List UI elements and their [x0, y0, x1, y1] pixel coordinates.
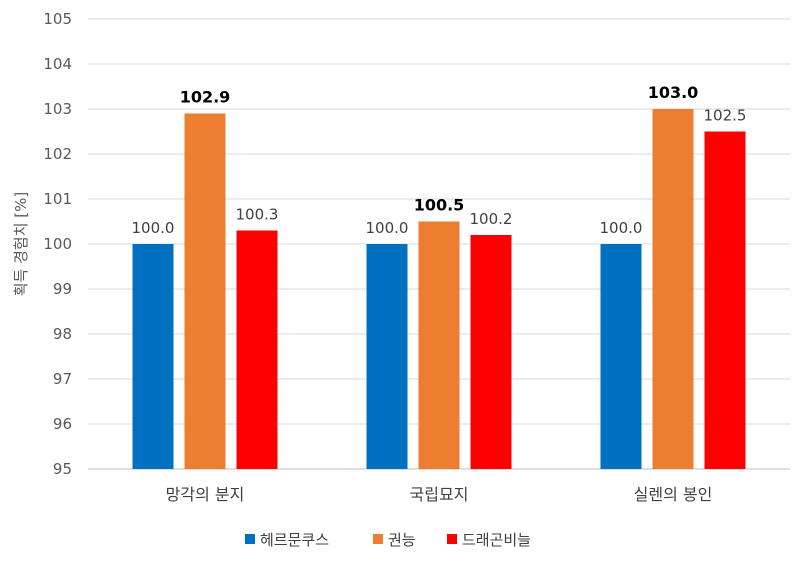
- bar: [184, 113, 226, 469]
- y-tick-label: 98: [53, 325, 72, 343]
- data-label: 100.2: [470, 210, 513, 228]
- y-tick-label: 96: [53, 415, 72, 433]
- y-tick-label: 104: [43, 55, 72, 73]
- legend-label: 드래곤비늘: [462, 531, 531, 549]
- bar: [652, 109, 694, 469]
- x-category-label: 국립묘지: [410, 485, 469, 504]
- bar: [600, 244, 642, 469]
- y-tick-label: 100: [43, 235, 72, 253]
- legend-swatch: [245, 534, 255, 544]
- y-axis-ticks: 95 96 97 98 99 100 101 102 103 104 105: [43, 10, 72, 478]
- bar: [470, 235, 512, 469]
- x-category-label: 망각의 분지: [166, 485, 245, 504]
- bar: [418, 221, 460, 469]
- data-label: 102.5: [704, 107, 747, 125]
- legend-label: 권능: [388, 531, 416, 549]
- bar: [704, 131, 746, 469]
- y-tick-label: 102: [43, 145, 72, 163]
- legend: 헤르문쿠스 권능 드래곤비늘: [245, 531, 531, 549]
- y-tick-label: 95: [53, 460, 72, 478]
- data-label: 100.0: [366, 219, 409, 237]
- y-tick-label: 97: [53, 370, 72, 388]
- data-label: 100.0: [132, 219, 175, 237]
- x-category-label: 실렌의 봉인: [634, 485, 713, 504]
- bar: [366, 244, 408, 469]
- data-label: 103.0: [648, 83, 699, 102]
- legend-swatch: [373, 534, 383, 544]
- data-label: 100.5: [414, 196, 465, 215]
- y-tick-label: 99: [53, 280, 72, 298]
- y-tick-label: 101: [43, 190, 72, 208]
- bar: [236, 230, 278, 469]
- y-tick-label: 103: [43, 100, 72, 118]
- data-label: 100.0: [600, 219, 643, 237]
- data-label: 100.3: [236, 206, 279, 224]
- legend-label: 헤르문쿠스: [260, 531, 329, 549]
- bars: [132, 109, 746, 469]
- data-labels: 100.0 102.9 100.3 100.0 100.5 100.2 100.0 103.0…: [132, 83, 747, 237]
- legend-swatch: [447, 534, 457, 544]
- x-axis-categories: 망각의 분지 국립묘지 실렌의 봉인: [166, 485, 713, 504]
- bar: [132, 244, 174, 469]
- data-label: 102.9: [180, 88, 231, 107]
- y-axis-title: 획득 경험치 [%]: [12, 192, 30, 297]
- y-tick-label: 105: [43, 10, 72, 28]
